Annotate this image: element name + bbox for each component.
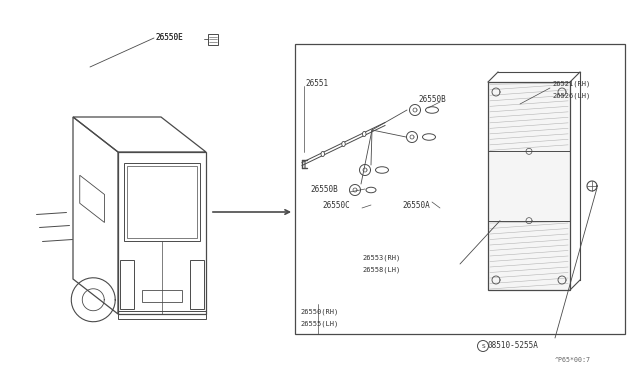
Ellipse shape: [321, 151, 324, 157]
Text: 26550E: 26550E: [155, 32, 183, 42]
Text: 26526(LH): 26526(LH): [552, 93, 590, 99]
Bar: [127, 166, 197, 238]
Text: 26550B: 26550B: [310, 186, 338, 195]
Bar: [118, 311, 206, 319]
Bar: [208, 33, 218, 45]
Text: 26550B: 26550B: [418, 96, 445, 105]
Text: 26550C: 26550C: [322, 202, 349, 211]
Text: 26550(RH): 26550(RH): [300, 309, 339, 315]
Text: 08510-5255A: 08510-5255A: [488, 341, 539, 350]
Bar: [142, 290, 182, 302]
Ellipse shape: [342, 141, 345, 147]
Ellipse shape: [362, 131, 366, 137]
Text: 26551: 26551: [305, 80, 328, 89]
Bar: [488, 82, 570, 290]
Text: 26553(RH): 26553(RH): [362, 255, 400, 261]
Text: ^P65*00:7: ^P65*00:7: [555, 357, 591, 363]
Text: S: S: [481, 343, 485, 349]
Bar: [295, 44, 625, 334]
Text: 26521(RH): 26521(RH): [552, 81, 590, 87]
Bar: [120, 260, 134, 309]
Bar: [124, 163, 200, 241]
Text: 26550E: 26550E: [155, 32, 183, 42]
Text: 26555(LH): 26555(LH): [300, 321, 339, 327]
Text: 26558(LH): 26558(LH): [362, 267, 400, 273]
Text: 26550A: 26550A: [402, 202, 429, 211]
Bar: [190, 260, 204, 309]
